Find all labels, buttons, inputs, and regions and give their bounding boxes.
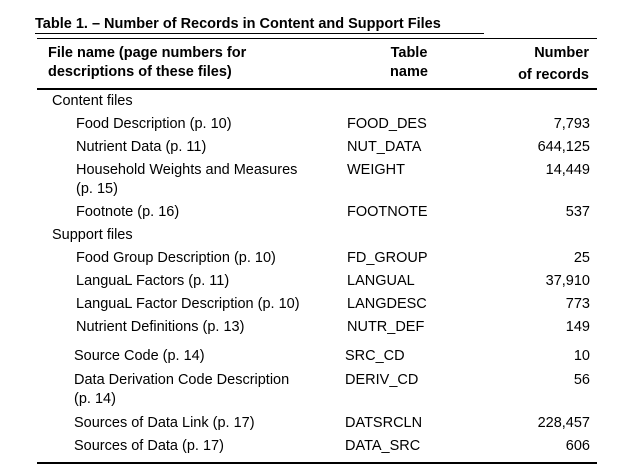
top-rule <box>37 38 597 39</box>
header-file-line2: descriptions of these files) <box>48 64 232 80</box>
header-file-name: File name (page numbers for descriptions… <box>48 44 246 82</box>
table-row: LanguaL Factors (p. 11) LANGUAL 37,910 <box>0 273 590 290</box>
row-file-name-cont: (p. 14) <box>74 391 116 407</box>
table-row: Sources of Data (p. 17) DATA_SRC 606 <box>0 438 590 455</box>
row-table-name: LANGUAL <box>347 273 415 289</box>
table-row: Food Group Description (p. 10) FD_GROUP … <box>0 250 590 267</box>
row-record-count: 14,449 <box>545 162 590 178</box>
row-record-count: 25 <box>573 250 590 266</box>
row-record-count: 644,125 <box>537 139 590 155</box>
row-record-count: 149 <box>565 319 590 335</box>
row-record-count: 228,457 <box>537 415 590 431</box>
row-record-count: 56 <box>573 372 590 388</box>
table-title: Table 1. – Number of Records in Content … <box>35 16 484 34</box>
table-row: Footnote (p. 16) FOOTNOTE 537 <box>0 204 590 221</box>
row-file-name: Footnote (p. 16) <box>76 204 180 220</box>
header-file-line1: File name (page numbers for <box>48 45 247 61</box>
row-file-name: Nutrient Definitions (p. 13) <box>76 319 245 335</box>
table-row: Food Description (p. 10) FOOD_DES 7,793 <box>0 116 590 133</box>
row-table-name: SRC_CD <box>345 348 405 364</box>
row-record-count: 606 <box>565 438 590 454</box>
row-record-count: 10 <box>573 348 590 364</box>
section-content-files: Content files <box>52 93 133 109</box>
table-row: Sources of Data Link (p. 17) DATSRCLN 22… <box>0 415 590 432</box>
row-record-count: 773 <box>565 296 590 312</box>
row-table-name: DATA_SRC <box>345 438 421 454</box>
row-file-name: LanguaL Factor Description (p. 10) <box>76 296 300 312</box>
row-table-name: FD_GROUP <box>347 250 428 266</box>
row-file-name: LanguaL Factors (p. 11) <box>76 273 230 289</box>
row-table-name: NUTR_DEF <box>347 319 425 335</box>
row-file-name: Sources of Data Link (p. 17) <box>74 415 255 431</box>
row-record-count: 537 <box>565 204 590 220</box>
section-support-files: Support files <box>52 227 133 243</box>
row-file-name: Nutrient Data (p. 11) <box>76 139 207 155</box>
row-file-name: Household Weights and Measures <box>76 162 298 178</box>
header-number-line2: of records <box>518 67 589 83</box>
row-table-name: DERIV_CD <box>345 372 419 388</box>
row-table-name: FOOTNOTE <box>347 204 428 220</box>
row-record-count: 7,793 <box>553 116 590 132</box>
row-table-name: LANGDESC <box>347 296 427 312</box>
header-table-line2: name <box>390 64 428 80</box>
row-table-name: FOOD_DES <box>347 116 427 132</box>
table-row: Nutrient Data (p. 11) NUT_DATA 644,125 <box>0 139 590 156</box>
table-row: LanguaL Factor Description (p. 10) LANGD… <box>0 296 590 313</box>
header-number: Number of records <box>480 44 589 85</box>
table-row: Data Derivation Code Description (p. 14)… <box>0 372 590 408</box>
header-table-line1: Table <box>390 45 428 61</box>
row-file-name: Food Group Description (p. 10) <box>76 250 276 266</box>
row-file-name: Source Code (p. 14) <box>74 348 205 364</box>
row-file-name: Sources of Data (p. 17) <box>74 438 224 454</box>
bottom-rule <box>37 462 597 464</box>
table-row: Source Code (p. 14) SRC_CD 10 <box>0 348 590 365</box>
table-title-text: Table 1. – Number of Records in Content … <box>35 16 441 32</box>
row-record-count: 37,910 <box>545 273 590 289</box>
row-table-name: DATSRCLN <box>345 415 423 431</box>
row-file-name: Data Derivation Code Description <box>74 372 290 388</box>
row-table-name: NUT_DATA <box>347 139 422 155</box>
header-table-name: Table name <box>340 44 478 82</box>
row-file-name-cont: (p. 15) <box>76 181 118 197</box>
row-table-name: WEIGHT <box>347 162 405 178</box>
header-rule <box>37 88 597 90</box>
table-row: Household Weights and Measures (p. 15) W… <box>0 162 590 198</box>
row-file-name: Food Description (p. 10) <box>76 116 232 132</box>
table-row: Nutrient Definitions (p. 13) NUTR_DEF 14… <box>0 319 590 336</box>
title-underline <box>35 33 484 34</box>
header-number-line1: Number <box>534 45 589 61</box>
